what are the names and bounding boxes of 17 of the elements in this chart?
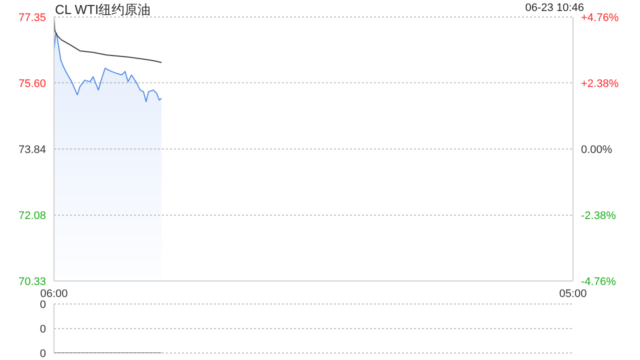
y-tick-label: 0 bbox=[40, 324, 46, 336]
y-tick-label: 73.84 bbox=[18, 144, 46, 156]
y-tick-label: 0 bbox=[40, 299, 46, 311]
y-tick-label: 75.60 bbox=[18, 78, 46, 90]
y-tick-label: 72.08 bbox=[18, 210, 46, 222]
y2-tick-label: +2.38% bbox=[581, 78, 619, 90]
y2-tick-label: -2.38% bbox=[581, 210, 616, 222]
y-tick-label: 77.35 bbox=[18, 12, 46, 24]
y2-tick-label: 0.00% bbox=[581, 144, 612, 156]
y-tick-label: 70.33 bbox=[18, 276, 46, 288]
text: 06-23 10:46 bbox=[525, 2, 584, 14]
x-tick-label: 06:00 bbox=[40, 288, 68, 300]
y-tick-label: 0 bbox=[40, 348, 46, 360]
x-tick-label: 05:00 bbox=[559, 288, 587, 300]
chart-title: CL WTI纽约原油 bbox=[55, 1, 151, 19]
y2-tick-label: +4.76% bbox=[581, 12, 619, 24]
y2-tick-label: -4.76% bbox=[581, 276, 616, 288]
